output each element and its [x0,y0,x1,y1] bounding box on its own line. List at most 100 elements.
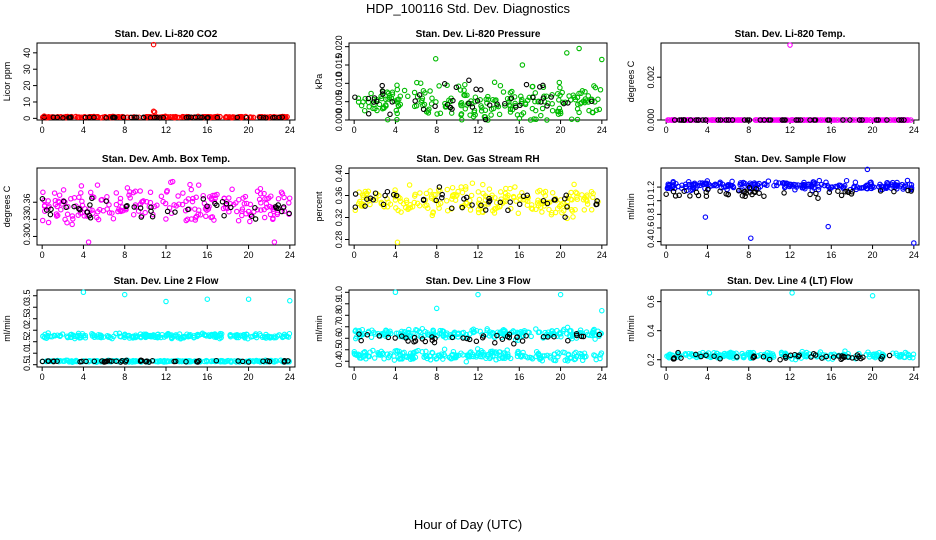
data-point [243,114,250,121]
data-point [450,331,456,337]
data-point [492,340,498,346]
data-point [123,203,129,210]
data-point [760,354,767,360]
outlier-point [869,293,876,299]
data-point [47,211,54,218]
data-point [544,117,550,123]
data-point [423,353,430,360]
data-point [520,193,527,200]
data-point [183,358,189,365]
data-point [102,114,108,120]
data-point [847,117,853,123]
data-point [505,351,511,357]
data-point [723,117,729,123]
data-point [729,178,735,185]
data-point [594,201,600,208]
data-point [686,350,692,357]
outlier-point [706,290,713,296]
data-point [351,349,358,355]
data-point [358,102,365,109]
data-point [149,213,156,220]
data-point [403,197,410,203]
data-point [595,96,601,103]
data-point [480,181,486,188]
x-tick-label: 4 [81,372,86,382]
data-point [81,213,88,219]
data-point [421,101,428,108]
y-tick-label: 0.4 [334,355,344,368]
series-primary [355,79,604,123]
data-point [469,104,476,110]
data-point [898,117,905,123]
data-point [113,330,119,337]
data-point [533,326,539,332]
data-point [781,190,787,196]
data-point [516,193,523,199]
data-point [473,338,480,345]
data-point [776,180,782,186]
data-point [253,331,259,337]
y-tick-label: 0.4 [646,235,656,248]
data-point [462,81,468,88]
data-point [172,209,178,215]
data-point [137,331,144,337]
data-point [458,99,465,106]
data-point [286,210,292,217]
data-point [402,204,409,211]
data-point [389,91,396,97]
data-point [442,334,449,341]
y-tick-label: 0.36 [334,187,344,205]
x-tick-label: 4 [393,125,398,135]
data-point [703,352,709,359]
y-tick-label: 0.010 [334,72,344,95]
data-point [682,181,689,188]
panel-title: Stan. Dev. Li-820 CO2 [115,29,218,40]
data-point [436,83,442,89]
data-point [526,94,533,101]
data-point [532,90,539,96]
data-point [462,184,469,190]
data-point [901,354,908,361]
plot-frame [36,42,296,121]
data-point [519,352,526,359]
data-point [387,201,394,207]
data-point [132,188,139,195]
x-tick-label: 8 [434,372,439,382]
data-point [45,358,51,364]
data-point [124,333,130,339]
outlier-point [475,291,481,298]
data-point [589,329,596,336]
data-point [436,205,442,211]
data-point [209,332,216,338]
data-point [254,358,260,364]
data-point [680,117,687,123]
data-point [68,196,74,202]
data-point [795,353,802,360]
data-point [893,117,899,123]
data-point [121,333,128,339]
x-tick-label: 16 [514,372,524,382]
x-tick-label: 0 [664,372,669,382]
data-point [221,212,227,219]
data-point [370,105,376,112]
series-secondary [351,346,605,365]
data-point [50,358,57,365]
data-point [554,327,560,334]
data-point [693,189,700,196]
data-point [172,358,179,365]
data-point [527,117,534,123]
data-point [247,201,254,208]
data-point [744,117,751,123]
data-point [370,99,377,105]
data-point [672,193,679,199]
data-point [56,192,63,198]
data-point [523,81,530,88]
outlier-point [599,56,605,63]
x-tick-label: 0 [40,125,45,135]
data-point [394,116,400,123]
data-point [728,182,735,189]
data-point [401,328,408,335]
data-point [488,112,494,118]
data-point [494,204,501,211]
data-point [564,324,571,331]
